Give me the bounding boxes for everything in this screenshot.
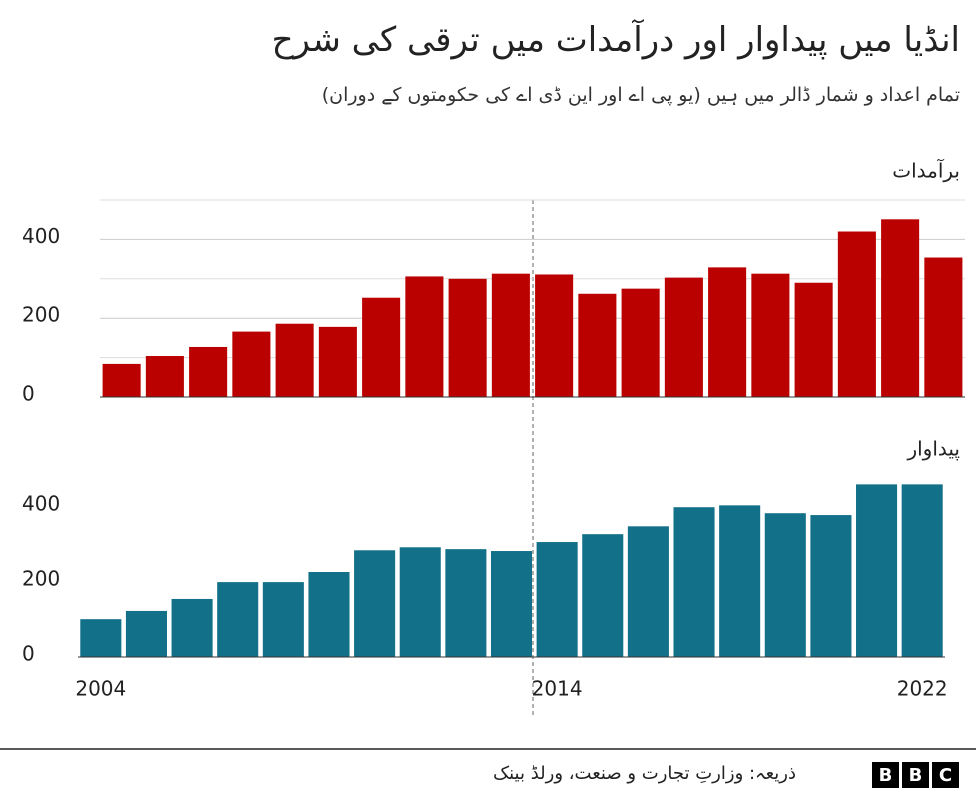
y-tick-label: 400	[22, 492, 60, 516]
bar	[125, 610, 167, 657]
bar	[399, 547, 441, 657]
bar	[362, 297, 401, 397]
bar	[354, 550, 396, 657]
logo-letter: C	[939, 765, 952, 786]
bar	[664, 277, 703, 397]
bar	[621, 288, 660, 397]
logo-letter: B	[879, 765, 893, 786]
bar	[901, 484, 943, 657]
bar	[102, 363, 141, 397]
x-tick-label: 2004	[75, 677, 126, 701]
bar	[794, 282, 833, 397]
bar	[673, 507, 715, 657]
x-tick-label: 2014	[532, 677, 583, 701]
title: انڈیا میں پیداوار اور درآمدات میں ترقی ک…	[271, 20, 960, 60]
bar	[145, 356, 184, 397]
bar	[405, 276, 444, 397]
bar	[275, 323, 314, 397]
bar	[719, 505, 761, 657]
bar	[578, 293, 617, 397]
bar	[262, 582, 304, 657]
y-tick-label: 0	[22, 382, 35, 406]
bar	[708, 267, 747, 397]
bar	[318, 326, 357, 397]
bar	[764, 513, 806, 657]
bar	[535, 274, 574, 397]
bar	[448, 278, 487, 397]
y-tick-label: 200	[22, 303, 60, 327]
source: ذریعہ: وزارتِ تجارت و صنعت، ورلڈ بینک	[493, 763, 796, 784]
y-tick-label: 200	[22, 567, 60, 591]
bar	[445, 549, 487, 657]
x-tick-label: 2022	[897, 677, 948, 701]
bar	[924, 257, 963, 397]
y-tick-label: 400	[22, 224, 60, 248]
bar	[751, 273, 790, 397]
bar	[80, 619, 122, 657]
bar	[810, 515, 852, 657]
bar	[627, 526, 669, 657]
subtitle: تمام اعداد و شمار ڈالر میں ہیں (یو پی اے…	[321, 84, 960, 106]
panel-title: پیداوار	[906, 437, 960, 462]
panel-title: برآمدات	[892, 158, 960, 183]
bar	[232, 331, 271, 397]
bar	[856, 484, 898, 657]
bar	[490, 551, 533, 657]
bar	[881, 219, 920, 397]
y-tick-label: 0	[22, 642, 35, 666]
bar	[536, 542, 578, 657]
bar	[308, 571, 350, 657]
bar	[189, 346, 228, 397]
logo-box	[872, 762, 899, 788]
bar	[837, 231, 876, 397]
logo-box	[902, 762, 929, 788]
logo-letter: B	[909, 765, 923, 786]
bar	[582, 534, 624, 657]
bar	[217, 582, 259, 657]
bar	[171, 598, 213, 657]
logo-box	[932, 762, 959, 788]
bar	[491, 273, 530, 397]
